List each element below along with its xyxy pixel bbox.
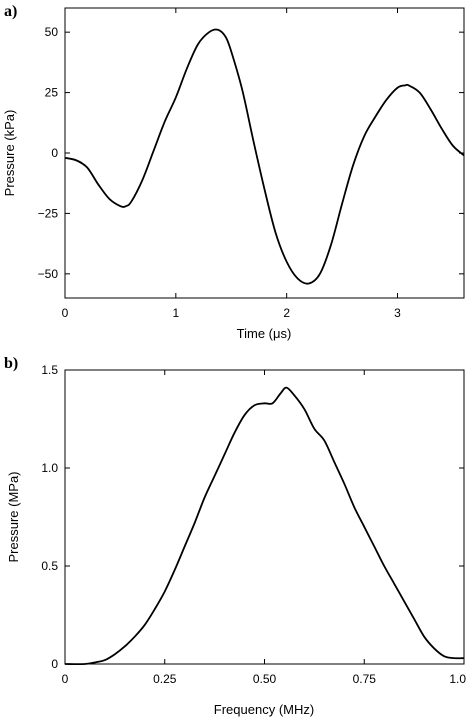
panel-a-plot-frame <box>64 7 465 299</box>
panel-a-y-tick-label: −50 <box>38 267 59 281</box>
panel-a-x-tick-label: 1 <box>172 306 179 320</box>
panel-b-x-tick-label: 0.25 <box>153 672 177 686</box>
panel-a-x-tick-label: 0 <box>62 306 69 320</box>
panel-a: a) 0 1 2 3 50 25 0 −25 −50 Time (μs) Pressure (… <box>2 3 465 341</box>
panel-b-x-tick-label: 0 <box>62 672 69 686</box>
panel-b-x-tick-label: 0.50 <box>253 672 277 686</box>
panel-a-x-tick-label: 3 <box>394 306 401 320</box>
panel-b-x-axis-title: Frequency (MHz) <box>214 702 314 717</box>
panel-b-label: b) <box>4 355 18 372</box>
panel-b-x-tick-label: 0.75 <box>353 672 377 686</box>
panel-a-y-tick-label: 0 <box>51 146 58 160</box>
panel-a-pressure-line <box>64 28 465 285</box>
panel-b-plot-frame <box>64 369 465 665</box>
panel-b-y-tick-label: 0 <box>51 657 58 671</box>
panel-b-y-ticks: 0 0.5 1.0 1.5 <box>41 363 464 671</box>
panel-b-y-axis-title: Pressure (MPa) <box>6 471 21 562</box>
panel-a-y-ticks: 50 25 0 −25 −50 <box>38 25 464 281</box>
panel-a-y-axis-title: Pressure (kPa) <box>2 110 17 197</box>
panel-b-x-ticks: 0 0.25 0.50 0.75 1.0 <box>62 370 466 686</box>
panel-a-x-axis-title: Time (μs) <box>237 326 292 341</box>
panel-b: b) 0 0.25 0.50 0.75 1.0 0 0.5 1.0 1.5 Frequency… <box>4 355 466 717</box>
panel-a-x-ticks: 0 1 2 3 <box>62 8 401 320</box>
panel-b-x-tick-label: 1.0 <box>449 672 466 686</box>
panel-b-y-tick-label: 0.5 <box>41 559 58 573</box>
panel-b-pressure-line <box>64 386 465 666</box>
panel-a-x-tick-label: 2 <box>283 306 290 320</box>
panel-a-label: a) <box>4 3 17 20</box>
panel-a-y-tick-label: 50 <box>45 25 59 39</box>
panel-b-y-tick-label: 1.0 <box>41 461 58 475</box>
panel-a-y-tick-label: 25 <box>45 86 59 100</box>
panel-a-y-tick-label: −25 <box>38 206 59 220</box>
panel-b-y-tick-label: 1.5 <box>41 363 58 377</box>
